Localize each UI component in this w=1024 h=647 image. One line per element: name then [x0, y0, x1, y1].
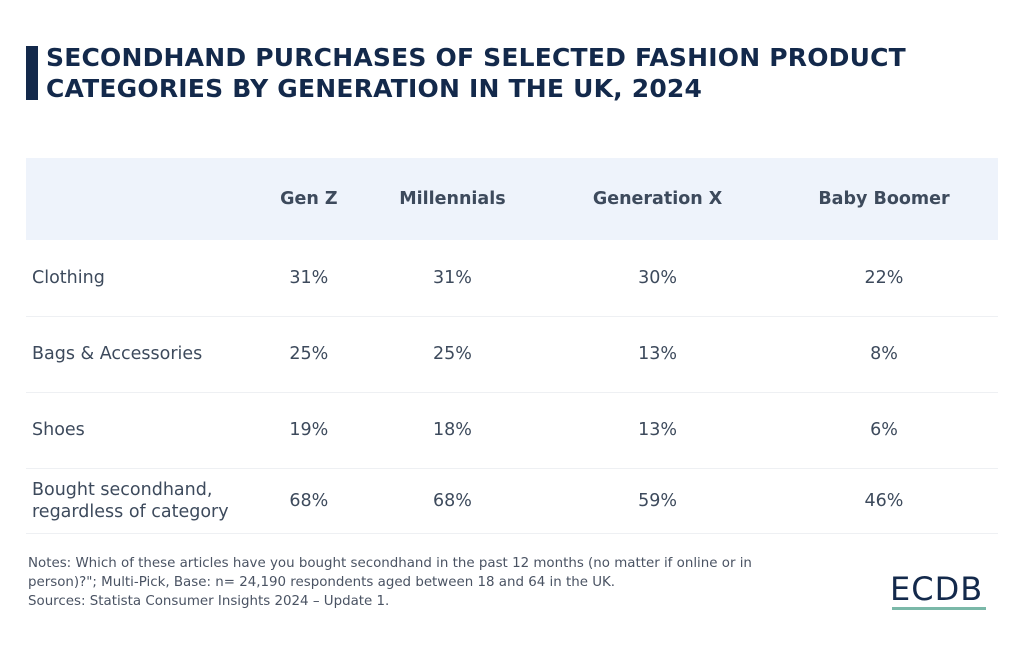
header-baby-boomer: Baby Boomer [818, 189, 950, 209]
cell: 13% [545, 392, 770, 469]
title-accent-bar [26, 46, 38, 100]
header-gen-z: Gen Z [280, 189, 338, 209]
row-label-line-1: Bought secondhand, [32, 479, 213, 500]
table-row: Bags & Accessories 25% 25% 13% 8% [26, 316, 998, 393]
table-row: Shoes 19% 18% 13% 6% [26, 392, 998, 469]
cell: 8% [769, 316, 998, 393]
title-line-2: CATEGORIES BY GENERATION IN THE UK, 2024 [46, 74, 703, 103]
row-label: Bags & Accessories [26, 316, 258, 393]
row-label: Bought secondhand, regardless of category [26, 468, 258, 534]
logo-underline [892, 607, 986, 610]
cell: 30% [545, 240, 770, 317]
notes-line-1: Notes: Which of these articles have you … [28, 556, 752, 571]
footnotes: Notes: Which of these articles have you … [28, 554, 828, 611]
row-label: Clothing [26, 240, 258, 317]
sources: Sources: Statista Consumer Insights 2024… [28, 594, 390, 609]
cell: 6% [769, 392, 998, 469]
cell: 18% [359, 392, 546, 469]
notes-line-2: person)?"; Multi-Pick, Base: n= 24,190 r… [28, 575, 616, 590]
cell: 19% [258, 392, 360, 469]
cell: 22% [769, 240, 998, 317]
table-row: Clothing 31% 31% 30% 22% [26, 240, 998, 317]
cell: 46% [769, 468, 998, 534]
cell: 31% [258, 240, 360, 317]
header-row: Gen Z Millennials Generation X Baby Boom… [26, 158, 998, 240]
header-generation-x: Generation X [592, 189, 723, 209]
header-empty [26, 158, 258, 240]
page-title: SECONDHAND PURCHASES OF SELECTED FASHION… [46, 42, 906, 104]
cell: 68% [359, 468, 546, 534]
ecdb-logo: ECDB [890, 570, 984, 608]
data-table: Gen Z Millennials Generation X Baby Boom… [26, 158, 998, 534]
cell: 25% [258, 316, 360, 393]
cell: 25% [359, 316, 546, 393]
cell: 13% [545, 316, 770, 393]
row-label-line-2: regardless of category [32, 501, 229, 522]
cell: 31% [359, 240, 546, 317]
cell: 68% [258, 468, 360, 534]
title-line-1: SECONDHAND PURCHASES OF SELECTED FASHION… [46, 43, 906, 72]
header-millennials: Millennials [399, 189, 506, 209]
cell: 59% [545, 468, 770, 534]
table-row: Bought secondhand, regardless of category… [26, 468, 998, 534]
row-label: Shoes [26, 392, 258, 469]
